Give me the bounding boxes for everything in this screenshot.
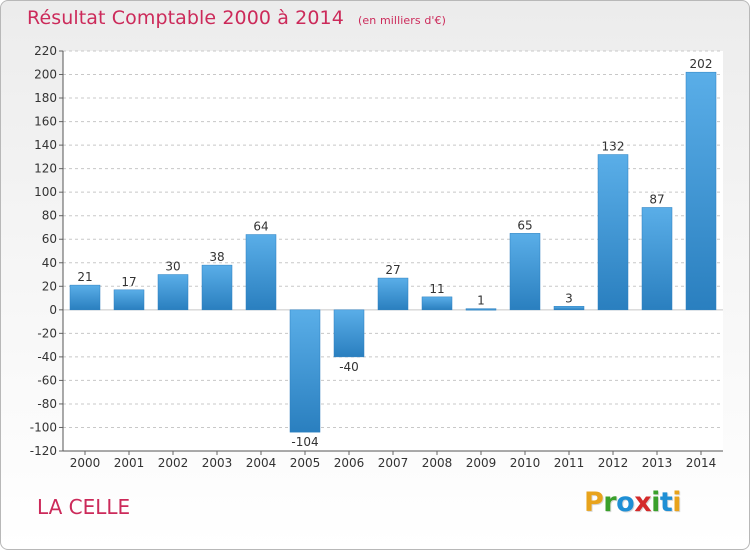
x-tick-label-2009: 2009 — [466, 456, 497, 470]
bar-2001 — [113, 289, 145, 311]
bar-2002 — [157, 274, 189, 311]
data-label-2011: 3 — [565, 291, 573, 305]
y-tick-label: 220 — [34, 44, 57, 58]
bar-2013 — [641, 207, 673, 311]
commune-name: LA CELLE — [37, 495, 131, 519]
proxiti-logo[interactable]: Proxiti — [584, 487, 682, 518]
x-tick-label-2011: 2011 — [554, 456, 585, 470]
y-tick-label: -20 — [37, 326, 57, 340]
y-tick-label: 40 — [42, 256, 57, 270]
bar-2007 — [377, 277, 409, 311]
x-tick-label-2002: 2002 — [158, 456, 189, 470]
chart-title: Résultat Comptable 2000 à 2014 (en milli… — [27, 7, 446, 29]
y-tick-label: 120 — [34, 162, 57, 176]
y-tick-label: -80 — [37, 397, 57, 411]
data-label-2000: 21 — [77, 270, 92, 284]
x-tick-label-2000: 2000 — [70, 456, 101, 470]
x-tick-label-2004: 2004 — [246, 456, 277, 470]
x-tick-label-2014: 2014 — [686, 456, 717, 470]
data-label-2010: 65 — [517, 218, 532, 232]
logo-letter: o — [616, 487, 635, 518]
data-label-2012: 132 — [602, 140, 625, 154]
x-tick-label-2008: 2008 — [422, 456, 453, 470]
bar-2005 — [289, 309, 321, 433]
data-label-2001: 17 — [121, 275, 136, 289]
y-tick-label: 160 — [34, 115, 57, 129]
bar-2010 — [509, 233, 541, 311]
x-tick-label-2006: 2006 — [334, 456, 365, 470]
bar-2011 — [553, 306, 585, 311]
x-tick-label-2010: 2010 — [510, 456, 541, 470]
logo-letter: r — [603, 487, 617, 518]
y-tick-label: -40 — [37, 350, 57, 364]
data-label-2009: 1 — [477, 294, 485, 308]
logo-letter: i — [651, 487, 660, 518]
bar-2009 — [465, 308, 497, 311]
title-text: Résultat Comptable 2000 à 2014 — [27, 7, 344, 29]
x-tick-label-2001: 2001 — [114, 456, 145, 470]
bar-2004 — [245, 234, 277, 311]
y-tick-label: -100 — [30, 420, 57, 434]
bar-2008 — [421, 296, 453, 311]
data-label-2005: -104 — [291, 435, 318, 449]
y-tick-label: -120 — [30, 444, 57, 458]
data-label-2007: 27 — [385, 263, 400, 277]
logo-letter: i — [672, 487, 682, 518]
y-tick-label: 20 — [42, 279, 57, 293]
bar-2006 — [333, 309, 365, 358]
bar-2014 — [685, 71, 717, 311]
y-tick-label: 140 — [34, 138, 57, 152]
chart-subtitle: (en milliers d'€) — [358, 14, 447, 27]
logo-letter: P — [584, 487, 604, 518]
x-tick-label-2005: 2005 — [290, 456, 321, 470]
y-tick-label: 100 — [34, 185, 57, 199]
y-tick-label: 180 — [34, 91, 57, 105]
data-label-2006: -40 — [339, 360, 359, 374]
y-tick-label: -60 — [37, 373, 57, 387]
y-tick-label: 60 — [42, 232, 57, 246]
y-tick-label: 200 — [34, 68, 57, 82]
data-label-2013: 87 — [649, 192, 664, 206]
bar-2003 — [201, 264, 233, 311]
data-label-2008: 11 — [429, 282, 444, 296]
y-tick-label: 80 — [42, 209, 57, 223]
logo-letter: t — [659, 487, 673, 518]
bar-2000 — [69, 284, 101, 311]
bar-2012 — [597, 154, 629, 311]
data-label-2004: 64 — [253, 220, 268, 234]
data-label-2014: 202 — [690, 57, 713, 71]
data-label-2002: 30 — [165, 260, 180, 274]
logo-letter: x — [634, 487, 652, 518]
x-tick-label-2007: 2007 — [378, 456, 409, 470]
data-label-2003: 38 — [209, 250, 224, 264]
x-tick-label-2013: 2013 — [642, 456, 673, 470]
y-tick-label: 0 — [49, 303, 57, 317]
x-tick-label-2003: 2003 — [202, 456, 233, 470]
x-tick-label-2012: 2012 — [598, 456, 629, 470]
